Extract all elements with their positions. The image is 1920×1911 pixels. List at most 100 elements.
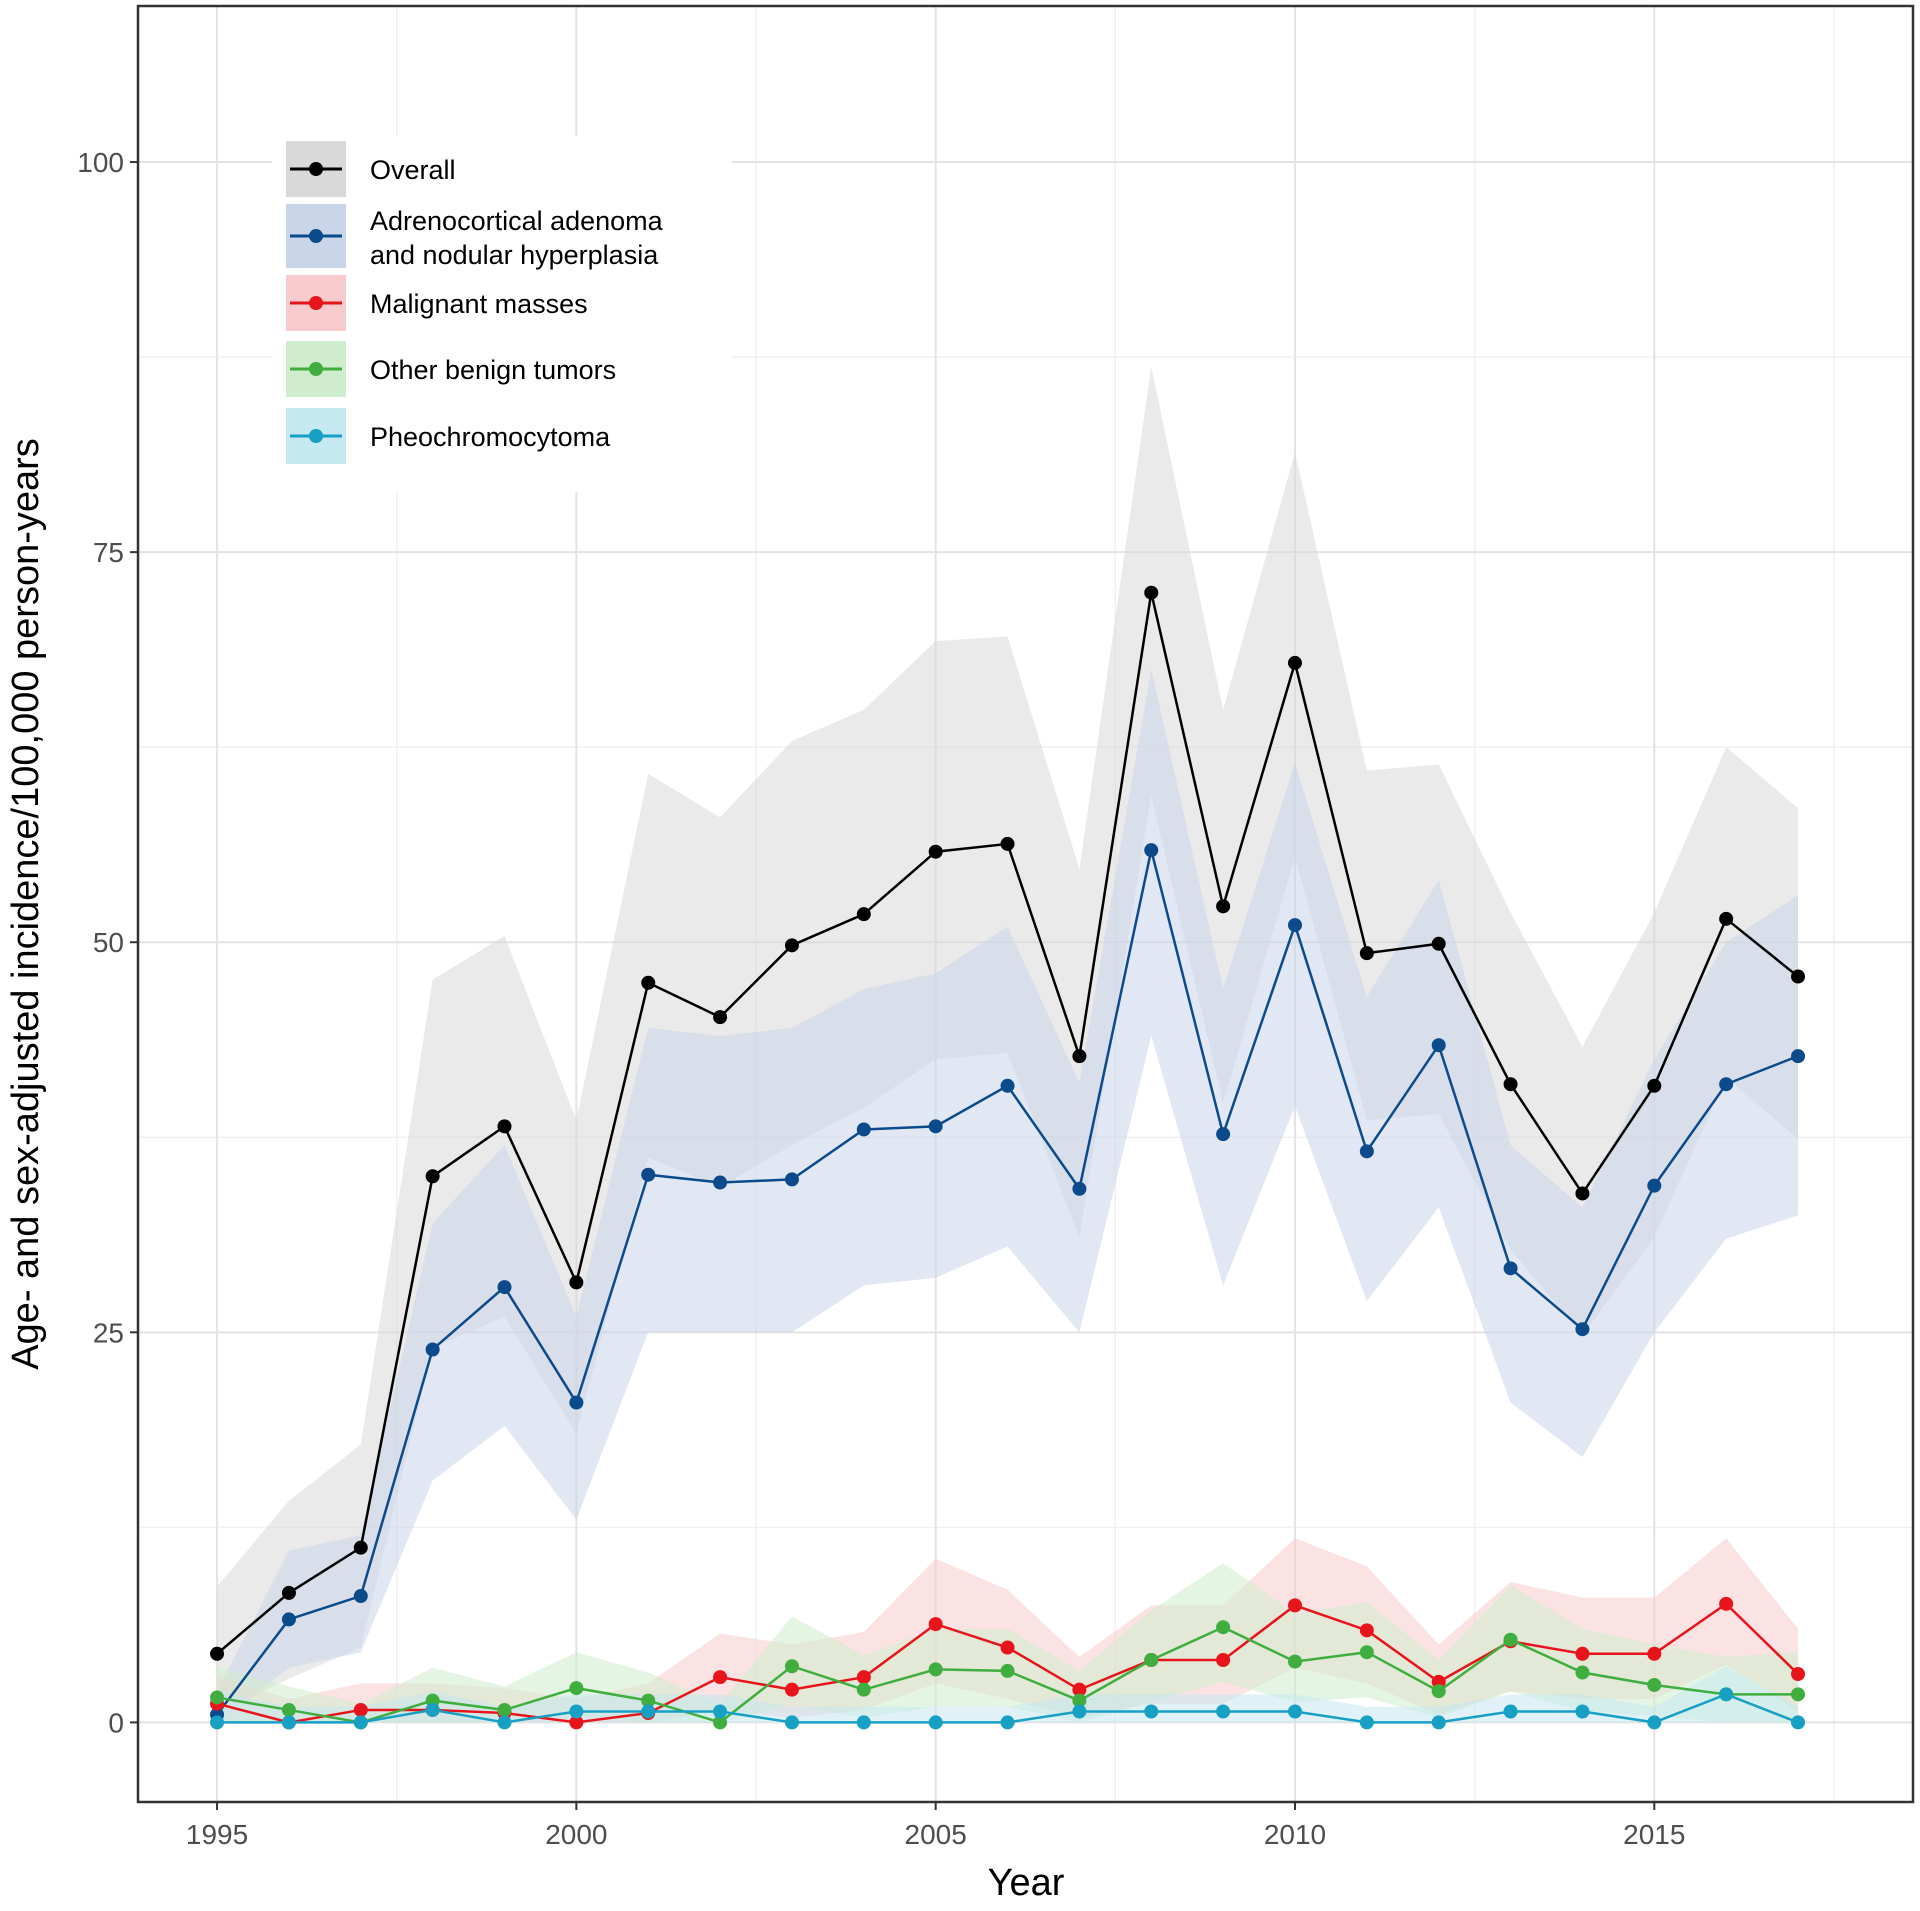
point-adrenocortical-adenoma-and-nodular-hyperplasia (1072, 1181, 1087, 1196)
point-adrenocortical-adenoma-and-nodular-hyperplasia (928, 1119, 943, 1134)
point-other-benign-tumors (1000, 1663, 1015, 1678)
point-overall (1431, 936, 1446, 951)
point-malignant-masses (1791, 1667, 1806, 1682)
legend-key-point (309, 362, 323, 376)
legend-label: Other benign tumors (370, 355, 616, 385)
point-malignant-masses (713, 1670, 728, 1685)
axis-ticks: 1995 2000 2005 2010 2015 0 25 50 75 100 (77, 147, 1685, 1850)
legend-key-point (309, 229, 323, 243)
y-tick-label: 75 (93, 537, 124, 568)
legend-label: Overall (370, 155, 456, 185)
series-lines (210, 585, 1806, 1730)
x-tick-label: 2010 (1264, 1819, 1326, 1850)
point-pheochromocytoma (1431, 1715, 1446, 1730)
point-overall (1791, 969, 1806, 984)
point-adrenocortical-adenoma-and-nodular-hyperplasia (856, 1122, 871, 1137)
point-pheochromocytoma (425, 1702, 440, 1717)
legend-label: and nodular hyperplasia (370, 240, 659, 270)
point-malignant-masses (1216, 1653, 1231, 1668)
point-adrenocortical-adenoma-and-nodular-hyperplasia (1503, 1261, 1518, 1276)
point-overall (1503, 1077, 1518, 1092)
point-malignant-masses (1647, 1646, 1662, 1661)
plot-panel-border (136, 4, 1915, 1804)
point-pheochromocytoma (856, 1715, 871, 1730)
point-malignant-masses (1719, 1596, 1734, 1611)
point-overall (1000, 836, 1015, 851)
point-overall (1144, 585, 1159, 600)
point-adrenocortical-adenoma-and-nodular-hyperplasia (1791, 1049, 1806, 1064)
point-adrenocortical-adenoma-and-nodular-hyperplasia (1000, 1078, 1015, 1093)
point-adrenocortical-adenoma-and-nodular-hyperplasia (1575, 1322, 1590, 1337)
point-pheochromocytoma (1072, 1704, 1087, 1719)
point-adrenocortical-adenoma-and-nodular-hyperplasia (713, 1175, 728, 1190)
point-overall (1072, 1049, 1087, 1064)
band-pheochromocytoma (217, 1666, 1799, 1723)
point-overall (1287, 655, 1302, 670)
point-overall (1359, 946, 1374, 961)
point-overall (1216, 899, 1231, 914)
x-axis-title: Year (988, 1862, 1065, 1904)
point-other-benign-tumors (1072, 1693, 1087, 1708)
point-pheochromocytoma (210, 1715, 225, 1730)
point-overall (210, 1646, 225, 1661)
point-other-benign-tumors (569, 1681, 584, 1696)
point-pheochromocytoma (497, 1715, 512, 1730)
x-tick-label: 2015 (1623, 1819, 1685, 1850)
point-pheochromocytoma (569, 1704, 584, 1719)
point-overall (928, 844, 943, 859)
point-overall (425, 1169, 440, 1184)
point-adrenocortical-adenoma-and-nodular-hyperplasia (281, 1612, 296, 1627)
x-tick-label: 2000 (545, 1819, 607, 1850)
point-other-benign-tumors (1144, 1653, 1159, 1668)
point-adrenocortical-adenoma-and-nodular-hyperplasia (1719, 1077, 1734, 1092)
legend-label: Adrenocortical adenoma (370, 206, 664, 236)
y-axis-title: Age- and sex-adjusted incidence/100,000 … (5, 438, 47, 1370)
point-adrenocortical-adenoma-and-nodular-hyperplasia (425, 1342, 440, 1357)
point-malignant-masses (784, 1682, 799, 1697)
point-other-benign-tumors (210, 1690, 225, 1705)
point-adrenocortical-adenoma-and-nodular-hyperplasia (641, 1167, 656, 1182)
point-pheochromocytoma (1791, 1715, 1806, 1730)
point-pheochromocytoma (1719, 1687, 1734, 1702)
point-adrenocortical-adenoma-and-nodular-hyperplasia (1359, 1144, 1374, 1159)
point-other-benign-tumors (1431, 1684, 1446, 1699)
y-tick-label: 25 (93, 1317, 124, 1348)
point-pheochromocytoma (1359, 1715, 1374, 1730)
point-adrenocortical-adenoma-and-nodular-hyperplasia (1431, 1038, 1446, 1053)
point-other-benign-tumors (1359, 1645, 1374, 1660)
point-other-benign-tumors (1287, 1654, 1302, 1669)
point-adrenocortical-adenoma-and-nodular-hyperplasia (569, 1395, 584, 1410)
point-other-benign-tumors (1575, 1665, 1590, 1680)
point-overall (497, 1119, 512, 1134)
point-other-benign-tumors (641, 1693, 656, 1708)
point-malignant-masses (1072, 1682, 1087, 1697)
x-tick-label: 2005 (905, 1819, 967, 1850)
point-overall (1719, 911, 1734, 926)
point-adrenocortical-adenoma-and-nodular-hyperplasia (497, 1280, 512, 1295)
legend-key-point (309, 296, 323, 310)
legend-background (272, 136, 732, 492)
point-malignant-masses (1359, 1623, 1374, 1638)
point-pheochromocytoma (281, 1715, 296, 1730)
point-overall (353, 1540, 368, 1555)
point-adrenocortical-adenoma-and-nodular-hyperplasia (1647, 1178, 1662, 1193)
point-overall (784, 938, 799, 953)
point-pheochromocytoma (1575, 1704, 1590, 1719)
point-pheochromocytoma (1647, 1715, 1662, 1730)
point-other-benign-tumors (1791, 1687, 1806, 1702)
point-malignant-masses (1575, 1646, 1590, 1661)
point-adrenocortical-adenoma-and-nodular-hyperplasia (784, 1172, 799, 1187)
point-other-benign-tumors (713, 1715, 728, 1730)
point-other-benign-tumors (856, 1682, 871, 1697)
legend: Overall Adrenocortical adenoma and nodular… (272, 136, 732, 492)
point-other-benign-tumors (281, 1702, 296, 1717)
point-adrenocortical-adenoma-and-nodular-hyperplasia (1144, 843, 1159, 858)
legend-key-point (309, 429, 323, 443)
point-adrenocortical-adenoma-and-nodular-hyperplasia (1216, 1127, 1231, 1142)
point-pheochromocytoma (928, 1715, 943, 1730)
legend-label: Pheochromocytoma (370, 422, 611, 452)
point-other-benign-tumors (497, 1702, 512, 1717)
x-tick-label: 1995 (186, 1819, 248, 1850)
point-overall (281, 1585, 296, 1600)
point-other-benign-tumors (784, 1659, 799, 1674)
